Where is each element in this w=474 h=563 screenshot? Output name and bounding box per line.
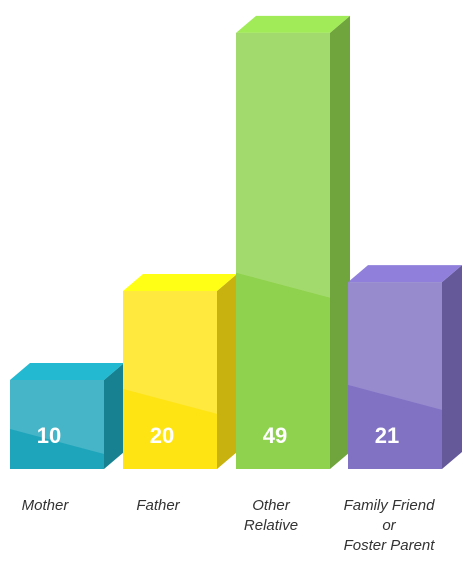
bar-highlight (236, 32, 330, 298)
bar-side (442, 265, 462, 469)
category-label: Relative (244, 517, 298, 534)
bar-highlight (10, 380, 104, 454)
bar-top (348, 265, 462, 283)
bar (348, 282, 442, 469)
data-label: 10 (37, 423, 61, 448)
category-label: Other (252, 497, 291, 514)
bar-side (104, 363, 124, 469)
bar (123, 291, 217, 469)
bar-top (236, 15, 350, 33)
category-label: Mother (22, 497, 70, 514)
bar (236, 32, 330, 470)
category-label: or (382, 517, 396, 534)
category-label: Father (136, 497, 180, 514)
data-label: 21 (375, 423, 399, 448)
bar-highlight (348, 282, 442, 410)
data-label: 49 (263, 423, 287, 448)
bar-side (330, 15, 350, 470)
bar-top (123, 274, 237, 291)
category-label: Family Friend (344, 497, 436, 514)
category-label: Foster Parent (344, 537, 436, 554)
bar-top (10, 363, 124, 380)
bar-highlight (123, 291, 217, 414)
data-label: 20 (150, 423, 174, 448)
bar (10, 380, 104, 469)
bar-side (217, 274, 237, 469)
